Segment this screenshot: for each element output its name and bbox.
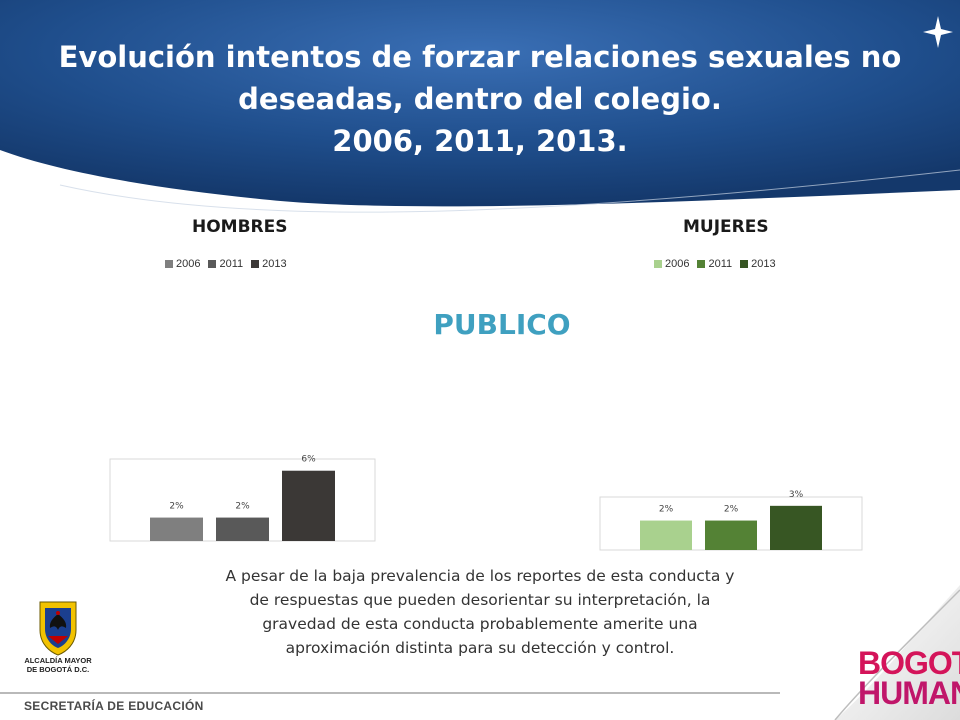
bar-2013: [770, 505, 822, 550]
logo-caption-line-2: DE BOGOTÁ D.C.: [26, 665, 90, 674]
title-line-3: 2006, 2011, 2013.: [332, 124, 628, 158]
bar-2006: [640, 520, 692, 550]
legend-item: 2011: [208, 258, 243, 270]
data-label-2011: 2%: [724, 505, 739, 515]
legend-swatch: [740, 260, 749, 268]
slide-title: Evolución intentos de forzar relaciones …: [40, 36, 920, 162]
body-line-2: de respuestas que pueden desorientar su …: [249, 591, 711, 609]
legend-swatch: [208, 260, 217, 268]
chart-title-hombres: HOMBRES: [192, 217, 288, 237]
section-heading: PUBLICO: [433, 308, 571, 341]
bar-2013: [282, 470, 335, 541]
logo-caption: ALCALDÍA MAYOR DE BOGOTÁ D.C.: [18, 656, 98, 674]
bar-2011: [216, 517, 269, 541]
legend-hombres: 2006 2011 2013: [165, 258, 287, 270]
body-line-3: gravedad de esta conducta probablemente …: [262, 615, 698, 633]
legend-swatch: [654, 260, 662, 268]
body-line-1: A pesar de la baja prevalencia de los re…: [225, 567, 735, 585]
data-label-2006: 2%: [169, 502, 184, 512]
title-line-2: deseadas, dentro del colegio.: [238, 82, 722, 116]
legend-mujeres: 2006 2011 2013: [654, 258, 776, 270]
legend-swatch: [697, 260, 706, 268]
bar-2006: [150, 517, 203, 541]
data-label-2013: 3%: [789, 490, 804, 500]
chart-title-mujeres: MUJERES: [683, 217, 769, 237]
brand-line-1: BOGOTÁ: [858, 645, 960, 681]
footer-label: SECRETARÍA DE EDUCACIÓN: [24, 699, 204, 713]
data-label-2011: 2%: [235, 502, 250, 512]
bogota-humana-logo: BOGOTÁ HUMANA: [858, 645, 960, 711]
logo-caption-line-1: ALCALDÍA MAYOR: [24, 656, 92, 665]
data-label-2006: 2%: [659, 505, 674, 515]
data-label-2013: 6%: [301, 455, 316, 465]
legend-swatch: [251, 260, 260, 268]
legend-item: 2013: [740, 258, 776, 270]
bogota-crest-logo: [39, 601, 77, 656]
footer-divider: [0, 692, 780, 694]
legend-item: 2006: [165, 258, 200, 270]
legend-item: 2006: [654, 258, 689, 270]
brand-line-2: HUMANA: [858, 675, 960, 711]
body-line-4: aproximación distinta para su detección …: [285, 639, 675, 657]
title-line-1: Evolución intentos de forzar relaciones …: [58, 40, 902, 74]
legend-item: 2013: [251, 258, 287, 270]
star-icon: [923, 16, 953, 48]
legend-item: 2011: [697, 258, 732, 270]
bar-2011: [705, 520, 757, 550]
legend-swatch: [165, 260, 173, 268]
body-paragraph: A pesar de la baja prevalencia de los re…: [190, 564, 770, 660]
